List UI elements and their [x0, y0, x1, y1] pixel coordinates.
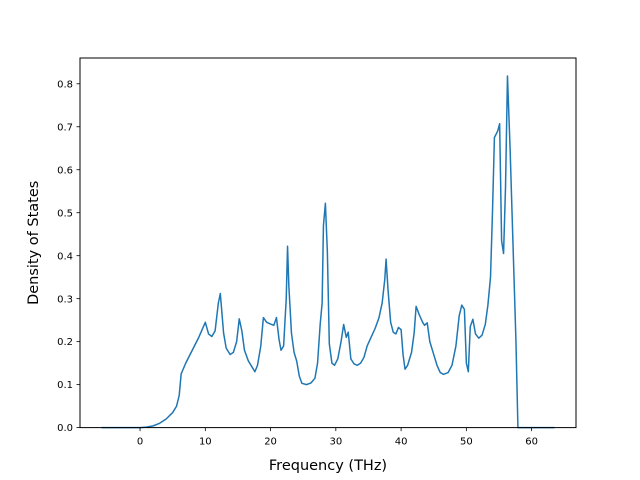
- x-tick-label: 40: [395, 437, 408, 448]
- x-tick-label: 20: [264, 437, 277, 448]
- y-tick-label: 0.3: [57, 294, 73, 305]
- y-tick-label: 0.8: [57, 79, 73, 90]
- x-tick-label: 10: [199, 437, 212, 448]
- y-tick-label: 0.1: [57, 380, 73, 391]
- x-tick-label: 30: [329, 437, 342, 448]
- y-tick-label: 0.0: [57, 423, 73, 434]
- x-tick-label: 60: [525, 437, 538, 448]
- x-tick-label: 0: [137, 437, 143, 448]
- y-tick-label: 0.7: [57, 122, 73, 133]
- x-axis-label: Frequency (THz): [269, 458, 387, 474]
- x-tick-label: 50: [460, 437, 473, 448]
- y-axis-label: Density of States: [26, 181, 42, 305]
- x-axis-ticks: 0 10 20 30 40 50 60: [137, 427, 538, 448]
- y-tick-label: 0.6: [57, 165, 73, 176]
- y-tick-label: 0.5: [57, 208, 73, 219]
- y-tick-label: 0.4: [57, 251, 73, 262]
- axes-frame: [79, 57, 577, 429]
- y-tick-label: 0.2: [57, 337, 73, 348]
- dos-series-line: [101, 75, 555, 429]
- y-axis-ticks: 0.0 0.1 0.2 0.3 0.4 0.5 0.6 0.7 0.8: [57, 79, 80, 434]
- plot-area: [101, 75, 555, 429]
